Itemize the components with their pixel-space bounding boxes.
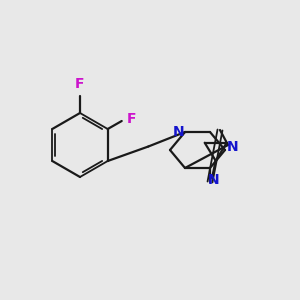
Text: N: N bbox=[173, 125, 185, 139]
Text: N: N bbox=[208, 173, 220, 187]
Text: F: F bbox=[127, 112, 136, 126]
Text: N: N bbox=[227, 140, 239, 154]
Text: F: F bbox=[75, 77, 85, 91]
